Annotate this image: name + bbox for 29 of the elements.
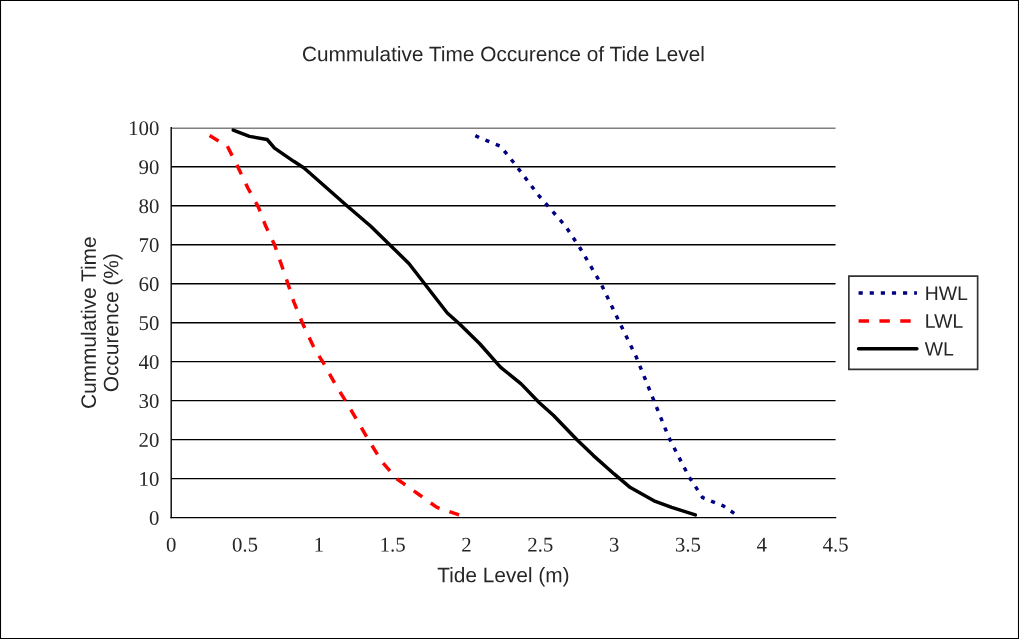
legend-label: HWL (926, 286, 968, 300)
y-tick-label: 10 (140, 471, 159, 487)
y-tick-label: 60 (139, 277, 159, 292)
x-tick-label: 1.5 (381, 537, 405, 552)
x-tick-label: 0.5 (232, 537, 258, 552)
x-tick-label: 4.5 (822, 537, 848, 552)
x-axis-title: Tide Level (m) (437, 567, 569, 587)
x-tick-label: 2.5 (528, 537, 553, 552)
line-series (473, 133, 737, 516)
legend-label: LWL (926, 314, 963, 328)
y-tick-label: 100 (129, 121, 159, 136)
y-tick-label: 30 (139, 394, 159, 409)
x-tick-label: 1 (315, 537, 323, 552)
chart-title: Cummulative Time Occurence of Tide Level (302, 46, 704, 62)
y-tick-label: 80 (139, 199, 159, 214)
x-tick-label: 3 (609, 537, 619, 552)
legend-label: WL (924, 342, 954, 356)
x-tick-label: 3.5 (675, 537, 701, 552)
y-tick-label: 0 (149, 510, 159, 526)
y-tick-label: 50 (139, 316, 159, 331)
y-tick-label: 20 (139, 433, 159, 448)
x-tick-label: 4 (756, 537, 767, 552)
line-series (207, 133, 461, 517)
y-axis-title: Cummulative Time Occurence (%) (80, 237, 123, 408)
x-tick-label: 0 (166, 537, 176, 552)
y-tick-label: 90 (139, 160, 159, 175)
y-tick-label: 40 (138, 355, 159, 370)
y-tick-label: 70 (139, 238, 159, 253)
x-tick-label: 2 (462, 537, 471, 552)
